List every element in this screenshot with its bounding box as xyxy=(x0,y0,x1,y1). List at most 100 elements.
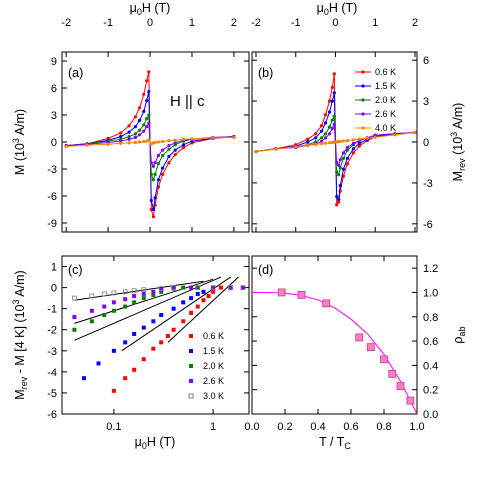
marker xyxy=(72,315,77,320)
marker xyxy=(332,72,336,76)
marker xyxy=(173,153,177,157)
marker xyxy=(102,304,107,309)
marker xyxy=(156,153,161,158)
marker xyxy=(153,196,157,200)
marker xyxy=(319,129,324,133)
legend-marker xyxy=(361,126,365,130)
legend-marker xyxy=(361,84,365,88)
marker xyxy=(161,139,165,144)
y-tick-label: -3 xyxy=(423,178,433,190)
marker xyxy=(142,129,146,133)
label-part: H (T) xyxy=(329,1,357,15)
label-part: 0 xyxy=(324,7,329,17)
marker xyxy=(145,99,149,103)
marker xyxy=(161,172,165,176)
marker xyxy=(337,197,341,201)
marker xyxy=(147,90,151,94)
y-tick-label: 0 xyxy=(51,137,57,149)
marker xyxy=(137,106,142,110)
marker xyxy=(147,113,151,117)
marker xyxy=(181,137,186,141)
marker xyxy=(345,139,350,143)
marker xyxy=(111,290,117,296)
marker xyxy=(127,124,131,128)
panel-label: (c) xyxy=(68,263,83,277)
label-part: ab xyxy=(457,326,467,336)
legend-marker xyxy=(361,70,365,74)
marker xyxy=(332,91,336,95)
marker xyxy=(330,99,334,103)
marker xyxy=(156,178,161,182)
marker xyxy=(388,369,397,378)
marker xyxy=(141,357,146,362)
y-tick-label: -6 xyxy=(47,191,57,203)
marker xyxy=(159,289,164,294)
marker xyxy=(147,121,151,125)
marker xyxy=(314,132,318,136)
marker xyxy=(294,145,298,149)
x-tick-label: 0.4 xyxy=(310,421,325,433)
y-tick-label: 3 xyxy=(423,96,429,108)
y-tick-label: -3 xyxy=(47,346,57,358)
marker xyxy=(137,140,142,144)
marker xyxy=(240,285,245,290)
marker xyxy=(341,151,346,155)
marker xyxy=(132,367,137,372)
marker xyxy=(330,118,334,122)
marker xyxy=(151,289,156,294)
y-tick-label: -5 xyxy=(47,388,57,400)
marker xyxy=(323,121,328,125)
y-tick-label: -4 xyxy=(47,367,57,379)
y-tick-label: 1.0 xyxy=(423,287,438,299)
x-tick-label: -2 xyxy=(61,17,71,29)
marker xyxy=(341,139,346,143)
marker xyxy=(71,295,77,301)
label-part: M xyxy=(13,389,27,399)
marker xyxy=(306,137,310,141)
panel-label: (a) xyxy=(68,66,83,80)
label-part: rev xyxy=(457,158,467,171)
marker xyxy=(159,340,164,345)
marker xyxy=(319,139,324,143)
marker xyxy=(351,138,355,142)
marker xyxy=(111,308,116,313)
label-part: μ xyxy=(130,1,137,15)
marker xyxy=(218,285,223,290)
label-part: T / T xyxy=(319,435,345,449)
marker xyxy=(64,144,68,149)
label-part: (10 xyxy=(451,137,465,159)
marker xyxy=(149,161,153,165)
label-part: A/m) xyxy=(13,109,27,138)
marker xyxy=(142,109,146,113)
marker xyxy=(330,85,334,90)
x-tick-label: 1 xyxy=(372,17,378,29)
plot-frame xyxy=(61,255,250,415)
marker xyxy=(85,143,89,147)
x-tick-label: 1 xyxy=(189,17,195,29)
marker xyxy=(133,132,137,136)
marker xyxy=(119,141,123,145)
marker xyxy=(240,285,246,291)
marker xyxy=(151,178,156,182)
marker xyxy=(89,319,94,324)
marker xyxy=(232,135,236,140)
marker xyxy=(102,312,107,317)
legend-marker xyxy=(188,393,194,399)
marker xyxy=(380,355,388,364)
marker xyxy=(201,289,206,294)
x-tick-label: 1.0 xyxy=(409,421,424,433)
marker xyxy=(323,141,328,145)
marker xyxy=(327,99,332,103)
marker xyxy=(133,140,137,145)
marker xyxy=(327,125,332,129)
marker xyxy=(195,304,200,309)
marker xyxy=(153,172,157,176)
marker xyxy=(132,331,137,336)
marker xyxy=(357,137,361,141)
marker xyxy=(277,288,286,297)
marker xyxy=(142,139,146,144)
legend-label: 2.6 K xyxy=(375,109,396,119)
marker xyxy=(142,92,146,96)
marker xyxy=(181,145,186,149)
